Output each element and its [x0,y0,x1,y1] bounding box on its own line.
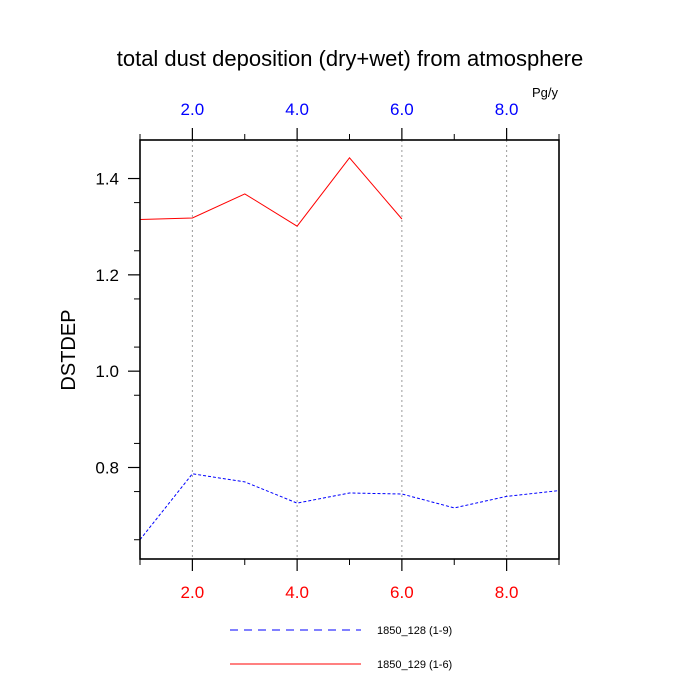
y-tick-label: 1.4 [95,170,119,189]
x-tick-label-top: 8.0 [495,100,519,119]
y-tick-label: 1.2 [95,266,119,285]
y-axis-label: DSTDEP [58,309,80,390]
series-line-2 [139,157,403,227]
legend-label-1: 1850_128 (1-9) [377,625,452,637]
series-lines [139,157,560,541]
tick-labels: 2.0 2.0 4.0 4.0 6.0 6.0 8.0 8.0 0.8 1.0 1.2 1.4 [95,100,518,602]
axis-ticks [128,128,560,571]
x-tick-label-top: 4.0 [285,100,309,119]
legend: 1850_128 (1-9) 1850_129 (1-6) [230,625,452,671]
top-axis-unit-label: Pg/y [532,85,559,100]
x-tick-label-bottom: 6.0 [390,583,414,602]
x-tick-label-top: 6.0 [390,100,414,119]
y-tick-label: 1.0 [95,362,119,381]
x-tick-label-bottom: 8.0 [495,583,519,602]
y-tick-label: 0.8 [95,458,119,477]
x-tick-label-top: 2.0 [181,100,205,119]
series-line-1 [139,473,560,541]
grid-lines [191,140,508,559]
x-tick-label-bottom: 2.0 [181,583,205,602]
chart-title: total dust deposition (dry+wet) from atm… [117,46,584,71]
legend-label-2: 1850_129 (1-6) [377,659,452,671]
plot-frame [139,139,560,560]
x-tick-label-bottom: 4.0 [285,583,309,602]
